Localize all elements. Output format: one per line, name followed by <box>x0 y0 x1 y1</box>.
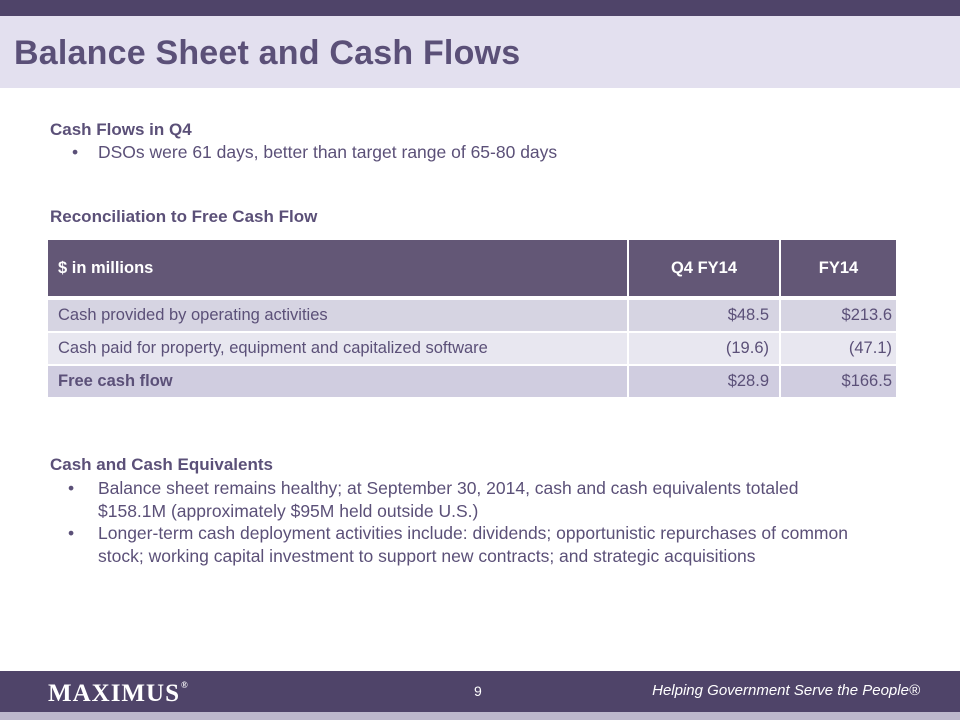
table-row: Cash provided by operating activities $4… <box>48 296 896 332</box>
footer: MAXIMUS® 9 Helping Government Serve the … <box>0 671 960 712</box>
registered-mark: ® <box>181 680 189 690</box>
cash-flows-heading: Cash Flows in Q4 <box>50 120 192 139</box>
free-cash-flow-table: $ in millions Q4 FY14 FY14 Cash provided… <box>48 240 896 397</box>
bullet-line: $158.1M (approximately $95M held outside… <box>98 501 479 521</box>
bullet-line: stock; working capital investment to sup… <box>98 546 756 566</box>
table-row: Free cash flow $28.9 $166.5 <box>48 364 896 397</box>
cash-equivalents-heading: Cash and Cash Equivalents <box>50 455 273 474</box>
slide-title: Balance Sheet and Cash Flows <box>14 34 521 72</box>
row-label: Free cash flow <box>48 364 629 397</box>
cash-equivalents-bullet: • Longer-term cash deployment activities… <box>68 522 938 568</box>
footer-strip <box>0 712 960 720</box>
row-label: Cash provided by operating activities <box>48 296 629 332</box>
cash-equivalents-bullet: • Balance sheet remains healthy; at Sept… <box>68 477 918 523</box>
row-label: Cash paid for property, equipment and ca… <box>48 331 629 365</box>
table-header-row: $ in millions Q4 FY14 FY14 <box>48 240 896 298</box>
fy-value: $166.5 <box>780 364 896 397</box>
page-number: 9 <box>474 683 482 699</box>
tagline: Helping Government Serve the People® <box>652 682 920 699</box>
bullet-dot: • <box>68 478 75 498</box>
q4-value: $48.5 <box>628 296 781 332</box>
fy-value: $213.6 <box>780 296 896 332</box>
column-header: FY14 <box>780 240 896 298</box>
table-row: Cash paid for property, equipment and ca… <box>48 331 896 365</box>
q4-value: (19.6) <box>628 331 781 365</box>
column-header: $ in millions <box>48 240 629 298</box>
bullet-line: Longer-term cash deployment activities i… <box>98 523 848 543</box>
q4-value: $28.9 <box>628 364 781 397</box>
fy-value: (47.1) <box>780 331 896 365</box>
maximus-logo: MAXIMUS® <box>48 680 189 708</box>
bullet-line: Balance sheet remains healthy; at Septem… <box>98 478 799 498</box>
bullet-dot: • <box>72 142 79 162</box>
title-band: Balance Sheet and Cash Flows <box>0 16 960 88</box>
top-bar <box>0 0 960 16</box>
cash-flows-bullet: • DSOs were 61 days, better than target … <box>72 141 558 164</box>
bullet-dot: • <box>68 523 75 543</box>
reconciliation-heading: Reconciliation to Free Cash Flow <box>50 207 318 226</box>
column-header: Q4 FY14 <box>628 240 781 298</box>
logo-text: MAXIMUS <box>48 680 180 707</box>
cash-flows-bullet-text: DSOs were 61 days, better than target ra… <box>98 142 558 162</box>
